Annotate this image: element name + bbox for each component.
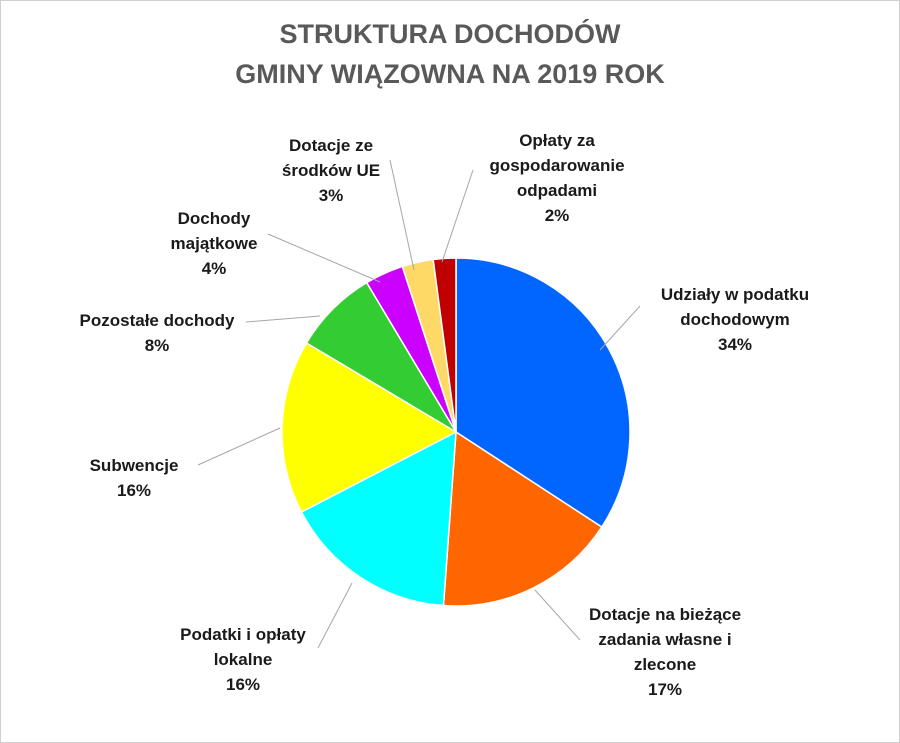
data-label-7: Dotacje ze środków UE 3% <box>282 136 380 205</box>
data-label-line: dochodowym <box>680 310 790 329</box>
pie-slices <box>281 257 631 607</box>
data-label-percent: 34% <box>718 335 752 354</box>
data-label-percent: 4% <box>202 259 227 278</box>
data-label-line: Dotacje na bieżące <box>589 605 741 624</box>
leader-line-4 <box>197 427 281 466</box>
data-label-line: Dochody <box>178 209 251 228</box>
chart-title: STRUKTURA DOCHODÓW GMINY WIĄZOWNA NA 201… <box>0 14 900 94</box>
pie-slice-8 <box>432 257 457 433</box>
leader-lines <box>197 159 641 649</box>
data-label-3: Podatki i opłaty lokalne 16% <box>180 625 306 694</box>
leader-line-6 <box>267 233 381 283</box>
pie-slice-4 <box>281 341 458 514</box>
data-label-4: Subwencje 16% <box>90 456 179 500</box>
data-label-percent: 2% <box>545 206 570 225</box>
pie-slice-2 <box>442 430 603 607</box>
pie-slice-3 <box>300 430 457 607</box>
leader-line-1 <box>599 305 641 351</box>
data-label-5: Pozostałe dochody 8% <box>80 311 235 355</box>
leader-line-2 <box>534 589 581 641</box>
chart-title-line-2: GMINY WIĄZOWNA NA 2019 ROK <box>235 59 665 89</box>
data-label-8: Opłaty za gospodarowanie odpadami 2% <box>489 131 624 225</box>
data-label-line: majątkowe <box>171 234 258 253</box>
data-label-line: Subwencje <box>90 456 179 475</box>
data-label-percent: 16% <box>117 481 151 500</box>
leader-line-3 <box>317 582 353 649</box>
data-label-line: lokalne <box>214 650 273 669</box>
data-label-percent: 3% <box>319 186 344 205</box>
data-label-percent: 17% <box>648 680 682 699</box>
leader-line-5 <box>245 315 321 323</box>
data-label-line: zlecone <box>634 655 696 674</box>
data-label-line: Pozostałe dochody <box>80 311 235 330</box>
data-label-line: środków UE <box>282 161 380 180</box>
data-label-6: Dochody majątkowe 4% <box>171 209 258 278</box>
data-labels: Udziały w podatku dochodowym 34% Dotacje na… <box>80 131 810 699</box>
data-label-line: gospodarowanie <box>489 156 624 175</box>
data-label-percent: 8% <box>145 336 170 355</box>
leader-line-7 <box>389 159 415 271</box>
data-label-line: Udziały w podatku <box>661 285 809 304</box>
data-label-line: Dotacje ze <box>289 136 373 155</box>
data-label-1: Udziały w podatku dochodowym 34% <box>661 285 809 354</box>
data-label-line: odpadami <box>517 181 597 200</box>
data-label-line: Podatki i opłaty <box>180 625 306 644</box>
data-label-percent: 16% <box>226 675 260 694</box>
data-label-line: zadania własne i <box>598 630 731 649</box>
data-label-2: Dotacje na bieżące zadania własne i zlecon… <box>589 605 741 699</box>
chart-title-line-1: STRUKTURA DOCHODÓW <box>279 19 621 49</box>
leader-line-8 <box>441 169 474 263</box>
data-label-line: Opłaty za <box>519 131 595 150</box>
